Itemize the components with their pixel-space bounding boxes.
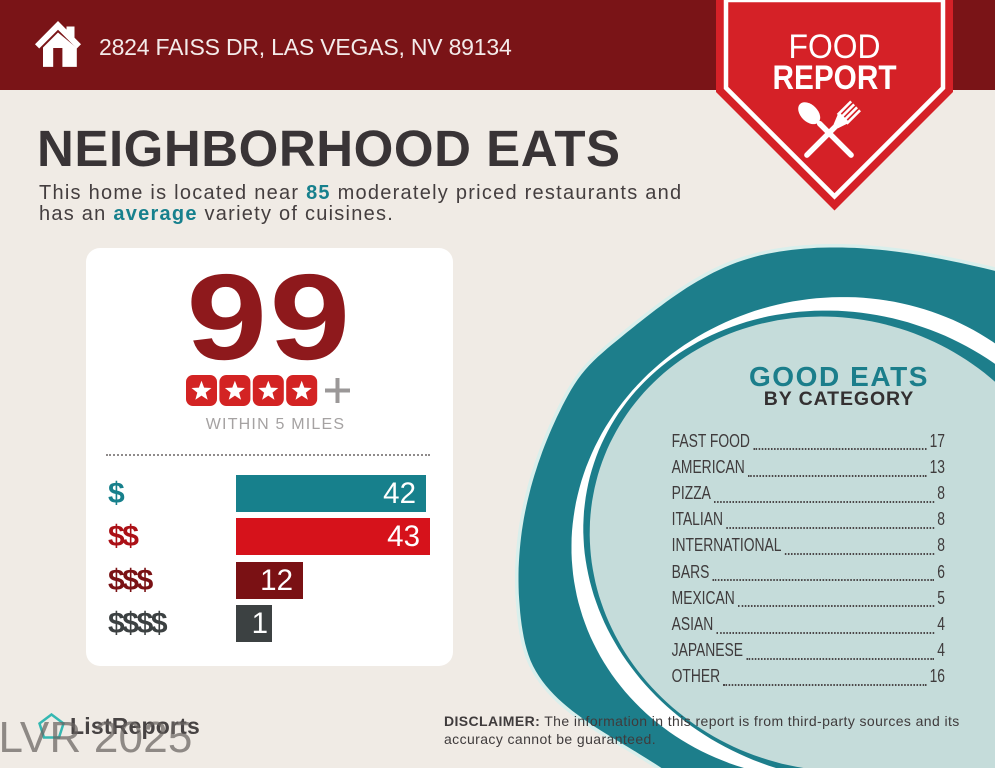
- svg-text:REPORT: REPORT: [773, 59, 897, 97]
- svg-text:FOOD: FOOD: [789, 28, 881, 66]
